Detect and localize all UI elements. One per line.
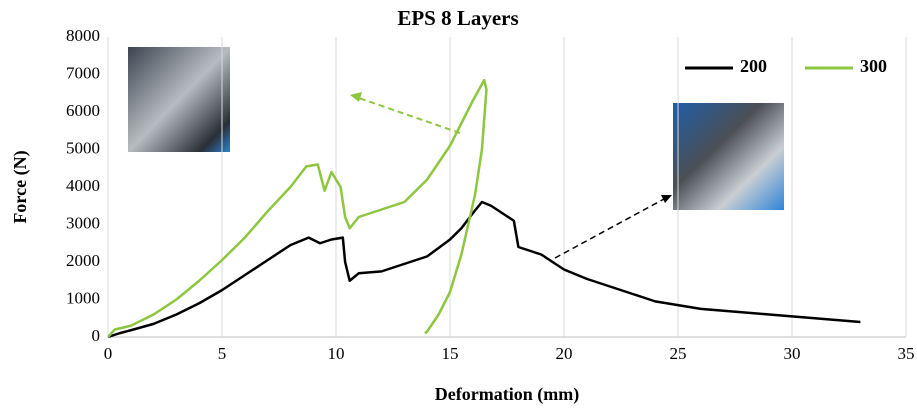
legend-label: 300 (860, 56, 887, 76)
y-axis-label: Force (N) (10, 150, 31, 223)
inset-photo (128, 47, 230, 152)
legend-label: 200 (740, 56, 767, 76)
inset-photo (673, 103, 784, 210)
x-tick-label: 20 (556, 344, 573, 363)
data-line (107, 78, 488, 338)
y-tick-label: 8000 (66, 26, 100, 45)
y-tick-label: 5000 (66, 138, 100, 157)
x-tick-label: 30 (784, 344, 801, 363)
arrow-head (661, 195, 672, 203)
x-tick-label: 0 (104, 344, 113, 363)
x-tick-label: 15 (442, 344, 459, 363)
y-tick-label: 1000 (66, 288, 100, 307)
chart-title: EPS 8 Layers (397, 6, 518, 30)
x-tick-label: 5 (218, 344, 227, 363)
y-tick-label: 4000 (66, 176, 100, 195)
arrow-head (350, 92, 362, 102)
arrow (554, 198, 665, 259)
arrow (355, 96, 461, 134)
x-axis-label: Deformation (mm) (435, 384, 579, 405)
y-tick-label: 0 (92, 326, 101, 345)
x-tick-label: 25 (670, 344, 687, 363)
data-line (107, 200, 861, 339)
x-tick-label: 10 (328, 344, 345, 363)
y-tick-label: 3000 (66, 213, 100, 232)
y-tick-label: 2000 (66, 251, 100, 270)
y-tick-label: 6000 (66, 101, 100, 120)
x-tick-label: 35 (898, 344, 915, 363)
y-tick-label: 7000 (66, 63, 100, 82)
